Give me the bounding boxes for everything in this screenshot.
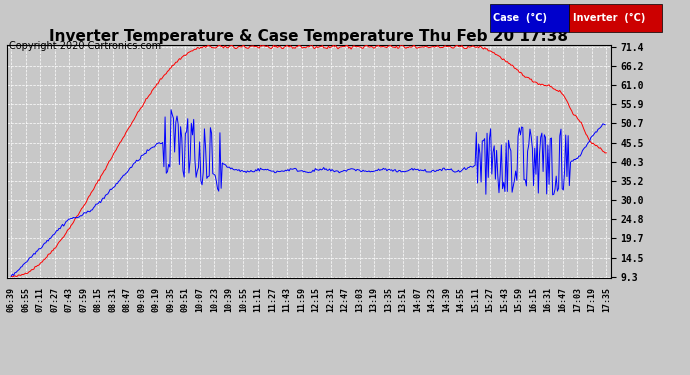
Text: Inverter  (°C): Inverter (°C) [573,13,645,23]
Title: Inverter Temperature & Case Temperature Thu Feb 20 17:38: Inverter Temperature & Case Temperature … [49,29,569,44]
Text: Case  (°C): Case (°C) [493,13,546,23]
Text: Copyright 2020 Cartronics.com: Copyright 2020 Cartronics.com [9,41,161,51]
